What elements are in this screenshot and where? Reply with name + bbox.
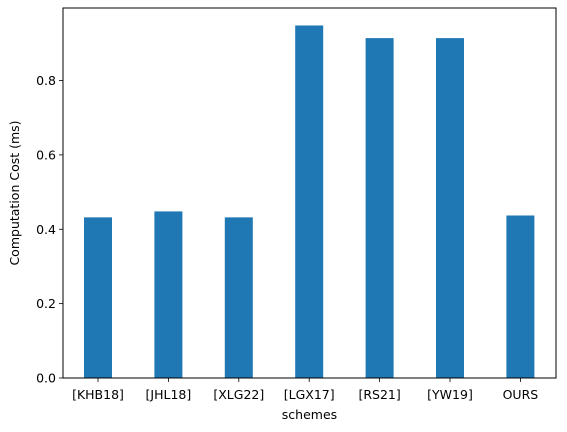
x-tick-label: [YW19] <box>427 387 473 402</box>
y-tick-label: 0.0 <box>36 371 56 386</box>
bar-ours <box>506 215 535 378</box>
y-tick-label: 0.2 <box>36 296 56 311</box>
bar-rs21 <box>365 38 394 378</box>
bar-jhl18 <box>154 211 183 378</box>
bars-group <box>84 25 535 378</box>
x-tick-label: [XLG22] <box>213 387 264 402</box>
bar-xlg22 <box>224 217 253 378</box>
bar-khb18 <box>84 217 112 378</box>
bar-yw19 <box>436 38 464 378</box>
x-tick-label: [RS21] <box>358 387 400 402</box>
x-tick-label: [LGX17] <box>284 387 335 402</box>
y-tick-label: 0.8 <box>36 73 56 88</box>
x-ticks-group: [KHB18] [JHL18] [XLG22] [LGX17] [RS21] [YW19]… <box>72 378 538 402</box>
x-axis-label: schemes <box>282 407 337 422</box>
y-ticks-group: 0.0 0.2 0.4 0.6 0.8 <box>36 73 63 386</box>
y-axis-label: Computation Cost (ms) <box>7 120 22 265</box>
x-tick-label: OURS <box>503 387 539 402</box>
x-tick-label: [JHL18] <box>146 387 192 402</box>
bar-lgx17 <box>295 25 324 378</box>
y-tick-label: 0.4 <box>36 222 56 237</box>
plot-frame <box>62 7 557 379</box>
y-tick-label: 0.6 <box>36 147 56 162</box>
x-tick-label: [KHB18] <box>72 387 124 402</box>
